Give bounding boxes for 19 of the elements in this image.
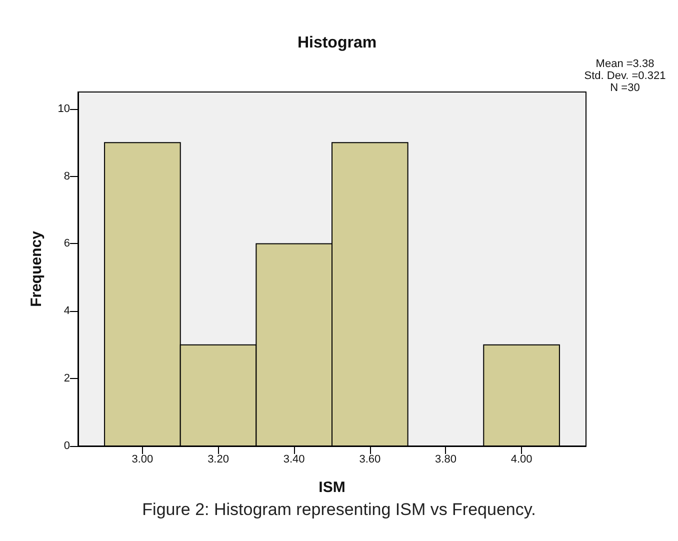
y-axis-title: Frequency bbox=[28, 230, 45, 307]
chart-title: Histogram bbox=[297, 34, 377, 52]
y-tick-label: 8 bbox=[64, 170, 70, 182]
x-axis-title: ISM bbox=[318, 479, 346, 496]
x-tick-label: 3.40 bbox=[283, 454, 305, 466]
y-tick-label: 6 bbox=[64, 238, 70, 250]
caption: Figure 2: Histogram representing ISM vs Frequency. bbox=[141, 500, 537, 520]
y-tick-label: 10 bbox=[58, 102, 70, 115]
text: N =30 bbox=[610, 82, 640, 94]
text: Mean =3.38 bbox=[596, 58, 654, 70]
x-tick-label: 4.00 bbox=[510, 454, 532, 466]
x-tick-label: 3.00 bbox=[132, 454, 154, 466]
y-tick-label: 0 bbox=[64, 440, 70, 452]
y-tick-label: 4 bbox=[64, 305, 70, 318]
text: Std. Dev. =0.321 bbox=[584, 70, 666, 82]
x-tick-label: 3.20 bbox=[208, 454, 229, 466]
x-tick-label: 3.60 bbox=[359, 454, 381, 466]
y-tick-label: 2 bbox=[64, 372, 70, 385]
x-tick-label: 3.80 bbox=[435, 454, 456, 466]
